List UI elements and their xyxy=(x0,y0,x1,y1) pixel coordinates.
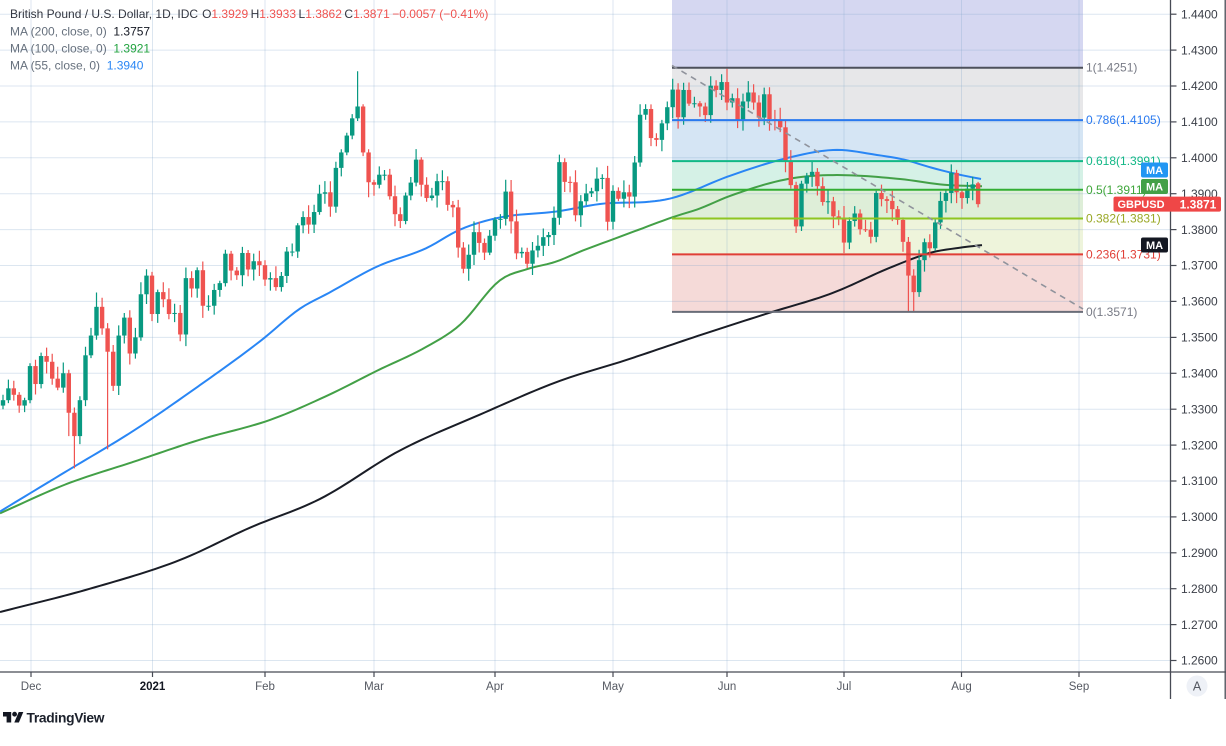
svg-text:A: A xyxy=(1193,680,1202,694)
svg-text:1.2700: 1.2700 xyxy=(1181,618,1218,632)
svg-text:Dec: Dec xyxy=(21,681,42,693)
svg-text:1.3300: 1.3300 xyxy=(1181,402,1218,416)
svg-text:1.3000: 1.3000 xyxy=(1181,510,1218,524)
svg-text:1(1.4251): 1(1.4251) xyxy=(1086,61,1137,75)
svg-text:Apr: Apr xyxy=(486,681,504,693)
svg-text:MA: MA xyxy=(1146,182,1163,194)
svg-text:0.5(1.3911): 0.5(1.3911) xyxy=(1086,183,1147,197)
svg-text:1.3600: 1.3600 xyxy=(1181,295,1218,309)
svg-text:1.4000: 1.4000 xyxy=(1181,151,1218,165)
svg-text:TradingView: TradingView xyxy=(27,711,105,726)
svg-text:2021: 2021 xyxy=(140,681,166,693)
svg-text:Sep: Sep xyxy=(1069,681,1089,693)
svg-text:1.3500: 1.3500 xyxy=(1181,331,1218,345)
svg-text:Jun: Jun xyxy=(718,681,737,693)
svg-text:MA (55, close, 0) 1.3940: MA (55, close, 0) 1.3940 xyxy=(10,59,144,73)
svg-text:1.2600: 1.2600 xyxy=(1181,654,1218,668)
svg-text:1.3871: 1.3871 xyxy=(1180,197,1217,211)
svg-text:1.4200: 1.4200 xyxy=(1181,79,1218,93)
svg-text:1.4400: 1.4400 xyxy=(1181,7,1218,21)
svg-text:MA: MA xyxy=(1146,240,1163,252)
svg-text:Jul: Jul xyxy=(837,681,852,693)
svg-text:MA (100, close, 0) 1.3921: MA (100, close, 0) 1.3921 xyxy=(10,42,150,56)
svg-text:1.3800: 1.3800 xyxy=(1181,223,1218,237)
svg-text:1.3400: 1.3400 xyxy=(1181,367,1218,381)
svg-text:MA (200, close, 0) 1.3757: MA (200, close, 0) 1.3757 xyxy=(10,25,150,39)
svg-text:1.3100: 1.3100 xyxy=(1181,474,1218,488)
svg-text:Mar: Mar xyxy=(364,681,384,693)
svg-text:Feb: Feb xyxy=(255,681,275,693)
svg-text:Aug: Aug xyxy=(951,681,971,693)
svg-text:1.2900: 1.2900 xyxy=(1181,546,1218,560)
svg-text:1.4100: 1.4100 xyxy=(1181,115,1218,129)
svg-text:MA: MA xyxy=(1146,165,1163,177)
svg-text:May: May xyxy=(602,681,624,693)
svg-text:0(1.3571): 0(1.3571) xyxy=(1086,305,1137,319)
svg-text:1.3700: 1.3700 xyxy=(1181,259,1218,273)
svg-text:0.382(1.3831): 0.382(1.3831) xyxy=(1086,212,1161,226)
svg-text:GBPUSD: GBPUSD xyxy=(1117,199,1164,211)
svg-text:1.3200: 1.3200 xyxy=(1181,438,1218,452)
svg-text:1.2800: 1.2800 xyxy=(1181,582,1218,596)
svg-text:1.4300: 1.4300 xyxy=(1181,43,1218,57)
svg-text:0.786(1.4105): 0.786(1.4105) xyxy=(1086,113,1161,127)
